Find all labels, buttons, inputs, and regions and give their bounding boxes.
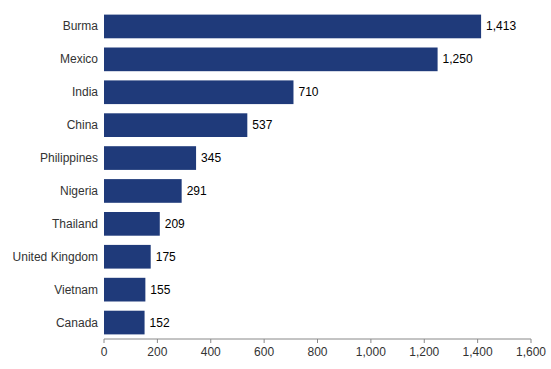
bar: [104, 146, 196, 170]
data-label: 155: [150, 283, 170, 297]
x-tick: [370, 339, 371, 343]
x-tick-label: 0: [101, 345, 108, 359]
bar: [104, 113, 247, 137]
x-tick: [264, 339, 265, 343]
chart-container: 152 155 175 209 291 345 537 710 1,250 1,413 Canada…: [0, 0, 551, 369]
bar: [104, 48, 438, 72]
x-tick-label: 1,400: [463, 345, 493, 359]
x-tick-label: 800: [307, 345, 327, 359]
category-label: Canada: [56, 316, 98, 330]
bar: [104, 245, 151, 269]
x-tick-label: 1,600: [516, 345, 546, 359]
x-tick-label: 1,200: [409, 345, 439, 359]
data-label: 710: [298, 85, 318, 99]
category-label: Burma: [63, 19, 99, 33]
x-tick: [424, 339, 425, 343]
x-tick: [157, 339, 158, 343]
bar: [104, 15, 481, 39]
category-label: China: [67, 118, 99, 132]
x-tick-label: 400: [201, 345, 221, 359]
bar: [104, 80, 293, 104]
x-tick: [210, 339, 211, 343]
data-label: 345: [201, 151, 221, 165]
chart: 152 155 175 209 291 345 537 710 1,250 1,413 Canada…: [0, 0, 551, 369]
category-label: United Kingdom: [13, 250, 98, 264]
data-label: 537: [252, 118, 272, 132]
bar: [104, 311, 145, 335]
bars: [104, 15, 481, 335]
data-label: 1,413: [486, 19, 516, 33]
category-label: Mexico: [60, 52, 98, 66]
data-label: 152: [150, 316, 170, 330]
x-tick-label: 200: [147, 345, 167, 359]
category-label: India: [72, 85, 98, 99]
category-label: Nigeria: [60, 184, 98, 198]
bar: [104, 179, 182, 203]
data-label: 175: [156, 250, 176, 264]
data-label: 1,250: [443, 52, 473, 66]
category-label: Vietnam: [54, 283, 98, 297]
x-tick: [317, 339, 318, 343]
data-label: 291: [187, 184, 207, 198]
x-tick-label: 600: [254, 345, 274, 359]
x-tick: [104, 339, 105, 343]
x-tick-label: 1,000: [356, 345, 386, 359]
category-label: Philippines: [40, 151, 98, 165]
x-tick: [531, 339, 532, 343]
bar: [104, 278, 145, 302]
category-label: Thailand: [52, 217, 98, 231]
data-label: 209: [165, 217, 185, 231]
bar: [104, 212, 160, 236]
x-tick: [477, 339, 478, 343]
